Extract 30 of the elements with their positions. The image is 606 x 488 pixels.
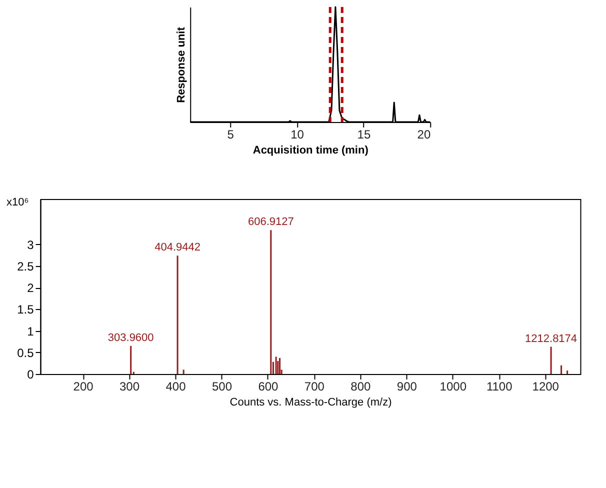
x-tick-label: 5 [227, 128, 234, 142]
y-tick-label: 2.5 [17, 259, 34, 274]
x-tick-label: 1100 [486, 380, 513, 394]
x-tick-label: 200 [73, 380, 94, 394]
x-tick-label: 300 [120, 380, 140, 394]
x-tick-label: 600 [258, 380, 279, 394]
x-tick-label: 700 [304, 380, 325, 394]
y-axis-title: Response unit [176, 26, 188, 103]
y-tick-label: 0 [27, 368, 34, 382]
y-tick-label: 3 [27, 238, 34, 252]
annotation: 303.9600 [108, 332, 154, 344]
y-tick-label: 2 [27, 281, 34, 296]
y-tick-label: 0.5 [17, 346, 34, 360]
x-tick-label: 10 [290, 128, 304, 142]
x-tick-label: 15 [357, 128, 371, 142]
x-tick-label: 1000 [440, 380, 467, 394]
y-tick-label: 1.5 [17, 302, 34, 317]
y-axis-title: x10⁶ [6, 196, 29, 208]
x-tick-label: 20 [417, 128, 431, 142]
x-tick-label: 800 [350, 380, 372, 394]
x-tick-label: 1200 [532, 380, 560, 394]
annotation: 404.9442 [154, 242, 200, 254]
x-axis-title: Counts vs. Mass-to-Charge (m/z) [230, 396, 392, 408]
x-tick-label: 500 [212, 380, 232, 394]
y-tick-label: 1 [27, 324, 34, 338]
annotation: 606.9127 [248, 216, 294, 228]
annotation: 1212.8174 [525, 332, 578, 345]
x-tick-label: 400 [166, 380, 186, 394]
x-axis-title: Acquisition time (min) [252, 144, 369, 156]
x-tick-label: 900 [396, 380, 418, 394]
